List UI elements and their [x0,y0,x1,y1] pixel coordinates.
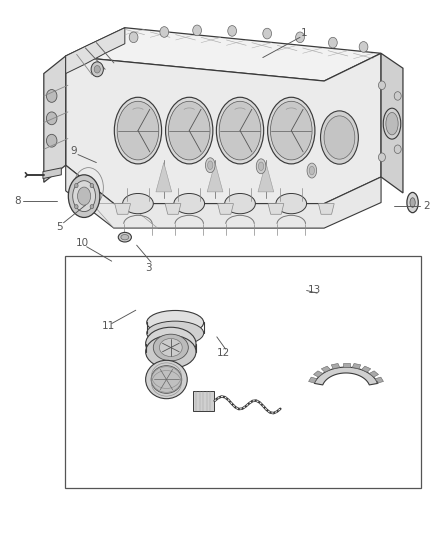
Ellipse shape [219,101,261,160]
Circle shape [394,145,401,154]
Polygon shape [165,204,181,214]
Polygon shape [375,377,384,383]
Text: 13: 13 [308,286,321,295]
Ellipse shape [145,335,196,368]
Polygon shape [321,366,331,372]
Ellipse shape [168,101,210,160]
Polygon shape [66,28,125,74]
Ellipse shape [118,232,131,242]
Polygon shape [369,371,378,377]
Ellipse shape [386,112,398,135]
Circle shape [394,92,401,100]
Ellipse shape [153,334,188,361]
Circle shape [46,134,57,147]
Ellipse shape [321,111,358,164]
Ellipse shape [117,101,159,160]
Ellipse shape [276,193,307,214]
Ellipse shape [268,97,315,164]
Circle shape [296,32,304,43]
Text: 8: 8 [14,197,21,206]
Polygon shape [44,56,66,182]
Ellipse shape [216,97,264,164]
Polygon shape [361,366,371,372]
Ellipse shape [159,338,182,357]
Text: 11: 11 [102,321,115,331]
Ellipse shape [114,97,162,164]
Polygon shape [314,367,378,385]
Polygon shape [115,204,131,214]
Polygon shape [331,364,340,369]
Text: 2: 2 [424,201,431,211]
Text: 5: 5 [56,222,63,232]
Circle shape [94,66,100,73]
Ellipse shape [174,193,205,214]
Text: 1: 1 [301,28,308,38]
Ellipse shape [258,162,264,171]
Polygon shape [156,163,172,192]
Ellipse shape [121,235,129,240]
Polygon shape [66,53,381,204]
Circle shape [90,183,94,188]
Polygon shape [193,391,214,411]
Circle shape [46,112,57,125]
Bar [65,256,421,488]
Polygon shape [381,53,403,193]
Ellipse shape [123,193,153,214]
Ellipse shape [68,175,100,217]
Ellipse shape [73,181,95,212]
Ellipse shape [410,198,415,207]
Circle shape [378,153,385,161]
Text: 12: 12 [217,348,230,358]
Circle shape [46,90,57,102]
Circle shape [74,183,78,188]
Text: 9: 9 [70,147,77,156]
Ellipse shape [256,159,266,174]
Circle shape [378,81,385,90]
Circle shape [359,42,368,52]
Circle shape [74,205,78,209]
Circle shape [193,25,201,36]
Polygon shape [352,364,361,369]
Text: 3: 3 [145,263,152,272]
Polygon shape [343,363,350,367]
Circle shape [160,27,169,37]
Polygon shape [308,377,317,383]
Polygon shape [268,204,284,214]
Polygon shape [207,163,223,192]
Ellipse shape [78,187,91,205]
Ellipse shape [151,366,182,393]
Ellipse shape [145,327,196,360]
Circle shape [90,205,94,209]
Circle shape [129,32,138,43]
Ellipse shape [309,166,314,175]
Ellipse shape [147,310,204,335]
Ellipse shape [407,192,418,213]
Polygon shape [258,163,274,192]
Polygon shape [218,204,233,214]
Ellipse shape [147,321,204,345]
Polygon shape [66,28,381,81]
Ellipse shape [145,360,187,399]
Circle shape [328,37,337,48]
Polygon shape [66,165,381,228]
Circle shape [91,62,103,77]
Ellipse shape [225,193,255,214]
Ellipse shape [270,101,312,160]
Ellipse shape [383,108,401,139]
Polygon shape [43,168,61,179]
Circle shape [228,26,237,36]
Ellipse shape [205,158,215,173]
Ellipse shape [208,161,213,169]
Text: 10: 10 [76,238,89,247]
Ellipse shape [324,116,355,159]
Circle shape [263,28,272,39]
Polygon shape [318,204,334,214]
Polygon shape [314,371,323,377]
Ellipse shape [307,163,317,178]
Ellipse shape [166,97,213,164]
